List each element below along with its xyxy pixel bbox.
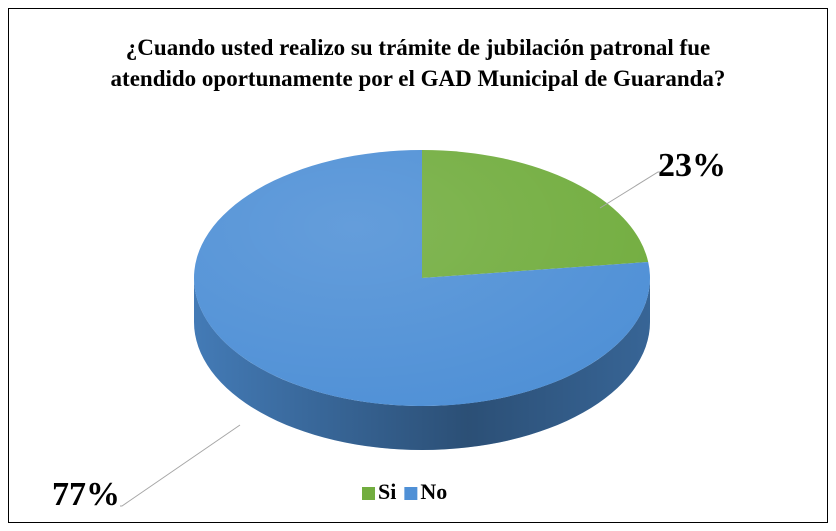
side-shade	[194, 278, 650, 450]
data-label: 77%	[52, 476, 120, 513]
leader-line	[120, 424, 241, 507]
data-label: 23%	[658, 147, 726, 184]
legend-label: No	[420, 479, 447, 504]
legend-swatch	[362, 487, 375, 500]
legend-label: Si	[378, 479, 396, 504]
legend-swatch	[404, 487, 418, 500]
chart-title: ¿Cuando usted realizo su trámite de jubi…	[110, 35, 726, 91]
top-shine	[194, 150, 650, 406]
frame	[8, 8, 828, 523]
leader-line	[599, 171, 660, 209]
